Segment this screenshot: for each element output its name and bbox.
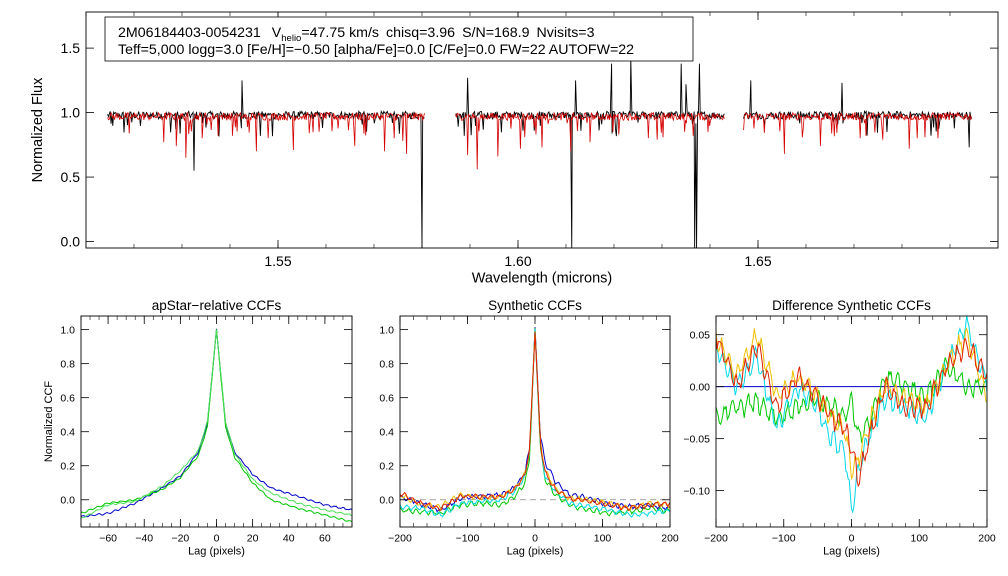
spectrum-xlabel: Wavelength (microns) (472, 271, 612, 287)
synthetic-ccf-xtick-label: 0 (532, 533, 538, 545)
apstar-ccf-ytick-label: 0.6 (60, 392, 75, 404)
apstar-ccf-series-visit-3 (81, 329, 352, 519)
chisq-value: chisq=3.96 (386, 25, 455, 41)
spectrum-plot-area (107, 58, 973, 248)
vhelio-value: =47.75 km/s (301, 25, 379, 41)
synthetic-ccf-ytick-label: 1.0 (379, 324, 394, 336)
difference-ccf-ytick-label: −0.05 (683, 433, 710, 445)
synthetic-ccf-series-synth-4 (400, 331, 670, 512)
difference-ccf-xtick-label: 0 (849, 533, 855, 545)
info-box: 2M06184403-0054231 Vhelio=47.75 km/s chisq… (104, 16, 694, 62)
difference-ccf-xtick-label: −200 (704, 533, 728, 545)
synthetic-ccf-panel: −200 −100 0 100 200 0.0 0.2 0.4 0.6 0.8 1.0 Synthet… (379, 298, 679, 558)
synthetic-ccf-xtick-label: 200 (661, 533, 679, 545)
spectrum-ytick-label: 1.5 (61, 40, 81, 56)
vhelio-subscript: helio (281, 33, 301, 44)
info-line-2: Teff=5,000 logg=3.0 [Fe/H]=−0.50 [alpha/… (118, 42, 634, 58)
apstar-ccf-series-visit-1 (81, 328, 352, 518)
apstar-ccf-plot-area (81, 328, 352, 523)
apstar-ccf-xtick-label: 20 (247, 533, 259, 545)
synthetic-ccf-xtick-label: −200 (388, 533, 412, 545)
info-box-frame (104, 16, 694, 62)
synthetic-ccf-xtick-label: 100 (594, 533, 612, 545)
apstar-ccf-xtick-label: −40 (135, 533, 153, 545)
apstar-ccf-series-visit-2 (81, 329, 352, 523)
apstar-ccf-ytick-label: 0.2 (60, 460, 75, 472)
synthetic-ccf-ytick-label: 0.6 (379, 392, 394, 404)
synthetic-ccf-ytick-label: 0.4 (379, 426, 394, 438)
apstar-ccf-ytick-label: 0.4 (60, 426, 75, 438)
synthetic-ccf-ytick-label: 0.0 (379, 494, 394, 506)
synthetic-ccf-series-synth-1 (400, 327, 670, 513)
apstar-ccf-ytick-label: 0.0 (60, 494, 75, 506)
info-line-1: 2M06184403-0054231 Vhelio=47.75 km/s chisq… (118, 25, 595, 44)
apstar-ccf-xtick-label: 40 (283, 533, 295, 545)
apstar-ccf-xtick-label: 0 (214, 533, 220, 545)
difference-ccf-xtick-label: −100 (772, 533, 796, 545)
difference-ccf-ytick-label: −0.10 (683, 485, 710, 497)
synthetic-ccf-xtick-label: −100 (456, 533, 480, 545)
difference-ccf-ytick-label: 0.05 (690, 329, 711, 341)
difference-ccf-ytick-label: 0.00 (690, 381, 711, 393)
apstar-ccf-xtick-label: −20 (171, 533, 189, 545)
synthetic-ccf-xlabel: Lag (pixels) (507, 546, 564, 558)
synthetic-ccf-title: Synthetic CCFs (488, 298, 582, 313)
spectrum-xtick-label: 1.60 (504, 253, 531, 269)
difference-ccf-xtick-label: 100 (910, 533, 928, 545)
apstar-ccf-title: apStar−relative CCFs (152, 298, 282, 313)
apstar-ccf-panel: −60 −40 −20 0 20 40 60 0.0 0.2 0.4 0.6 0.8 1.0 apStar… (43, 298, 353, 558)
apstar-ccf-ytick-label: 0.8 (60, 358, 75, 370)
nvisits-value: Nvisits=3 (537, 25, 595, 41)
spectrum-xtick-label: 1.55 (264, 253, 291, 269)
difference-ccf-xtick-label: 200 (978, 533, 996, 545)
spectrum-ytick-label: 1.0 (61, 104, 81, 120)
spectrum-panel: 1.55 1.60 1.65 0.0 0.5 1.0 1.5 Wavelength (micr… (30, 11, 999, 287)
apstar-ccf-xlabel: Lag (pixels) (188, 546, 245, 558)
difference-ccf-series-diff-5 (716, 337, 987, 488)
synthetic-ccf-ytick-label: 0.2 (379, 460, 394, 472)
difference-ccf-series-diff-3 (716, 316, 987, 514)
difference-ccf-panel: −200 −100 0 100 200 0.05 0.00 −0.05 −0.10 Differe… (683, 298, 995, 558)
vhelio-label: V (272, 25, 282, 41)
apstar-ccf-xtick-label: −60 (99, 533, 117, 545)
star-id: 2M06184403-0054231 (118, 25, 261, 41)
synthetic-ccf-plot-area (400, 327, 670, 518)
snr-value: S/N=168.9 (462, 25, 530, 41)
difference-ccf-xlabel: Lag (pixels) (823, 546, 880, 558)
difference-ccf-plot-area (716, 316, 987, 514)
spectrum-ytick-label: 0.0 (61, 233, 81, 249)
synthetic-ccf-ytick-label: 0.8 (379, 358, 394, 370)
spectrum-series-model (107, 111, 972, 170)
difference-ccf-series-diff-4 (716, 327, 987, 481)
spectrum-frame (85, 11, 999, 249)
synthetic-ccf-series-synth-3 (400, 328, 670, 518)
apstar-ccf-ytick-label: 1.0 (60, 324, 75, 336)
apstar-ccf-xtick-label: 60 (319, 533, 331, 545)
spectrum-xtick-label: 1.65 (744, 253, 771, 269)
apstar-ccf-ylabel: Normalized CCF (43, 381, 55, 463)
difference-ccf-title: Difference Synthetic CCFs (772, 298, 931, 313)
synthetic-ccf-series-synth-5 (400, 332, 670, 512)
spectrum-ytick-label: 0.5 (61, 169, 81, 185)
spectrum-ylabel: Normalized Flux (30, 77, 46, 182)
